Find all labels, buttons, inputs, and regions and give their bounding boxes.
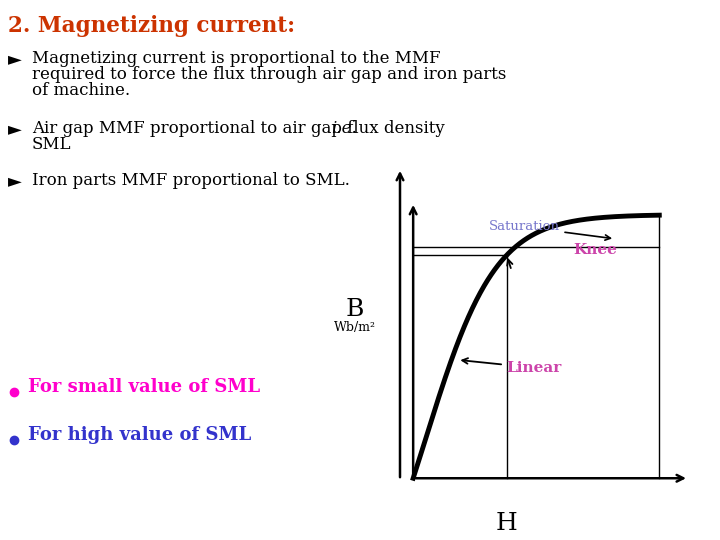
Text: ►: ► xyxy=(8,50,22,68)
Text: Saturation: Saturation xyxy=(488,220,611,240)
Text: ►: ► xyxy=(8,172,22,190)
Text: Wb/m²: Wb/m² xyxy=(334,321,376,334)
Text: of machine.: of machine. xyxy=(32,82,130,99)
Text: H: H xyxy=(496,512,518,536)
Text: Knee: Knee xyxy=(573,242,617,256)
Text: Iron parts MMF proportional to SML.: Iron parts MMF proportional to SML. xyxy=(32,172,350,189)
Text: required to force the flux through air gap and iron parts: required to force the flux through air g… xyxy=(32,66,506,83)
Text: i.e.: i.e. xyxy=(331,120,356,137)
Text: Magnetizing current is proportional to the MMF: Magnetizing current is proportional to t… xyxy=(32,50,441,67)
Text: For small value of SML: For small value of SML xyxy=(28,378,260,396)
Text: For high value of SML: For high value of SML xyxy=(28,426,251,444)
Text: Air gap MMF proportional to air gap flux density: Air gap MMF proportional to air gap flux… xyxy=(32,120,450,137)
Text: Linear: Linear xyxy=(462,358,562,375)
Text: SML: SML xyxy=(32,136,71,153)
Text: B: B xyxy=(346,299,364,321)
Text: 2. Magnetizing current:: 2. Magnetizing current: xyxy=(8,15,295,37)
Text: ►: ► xyxy=(8,120,22,138)
